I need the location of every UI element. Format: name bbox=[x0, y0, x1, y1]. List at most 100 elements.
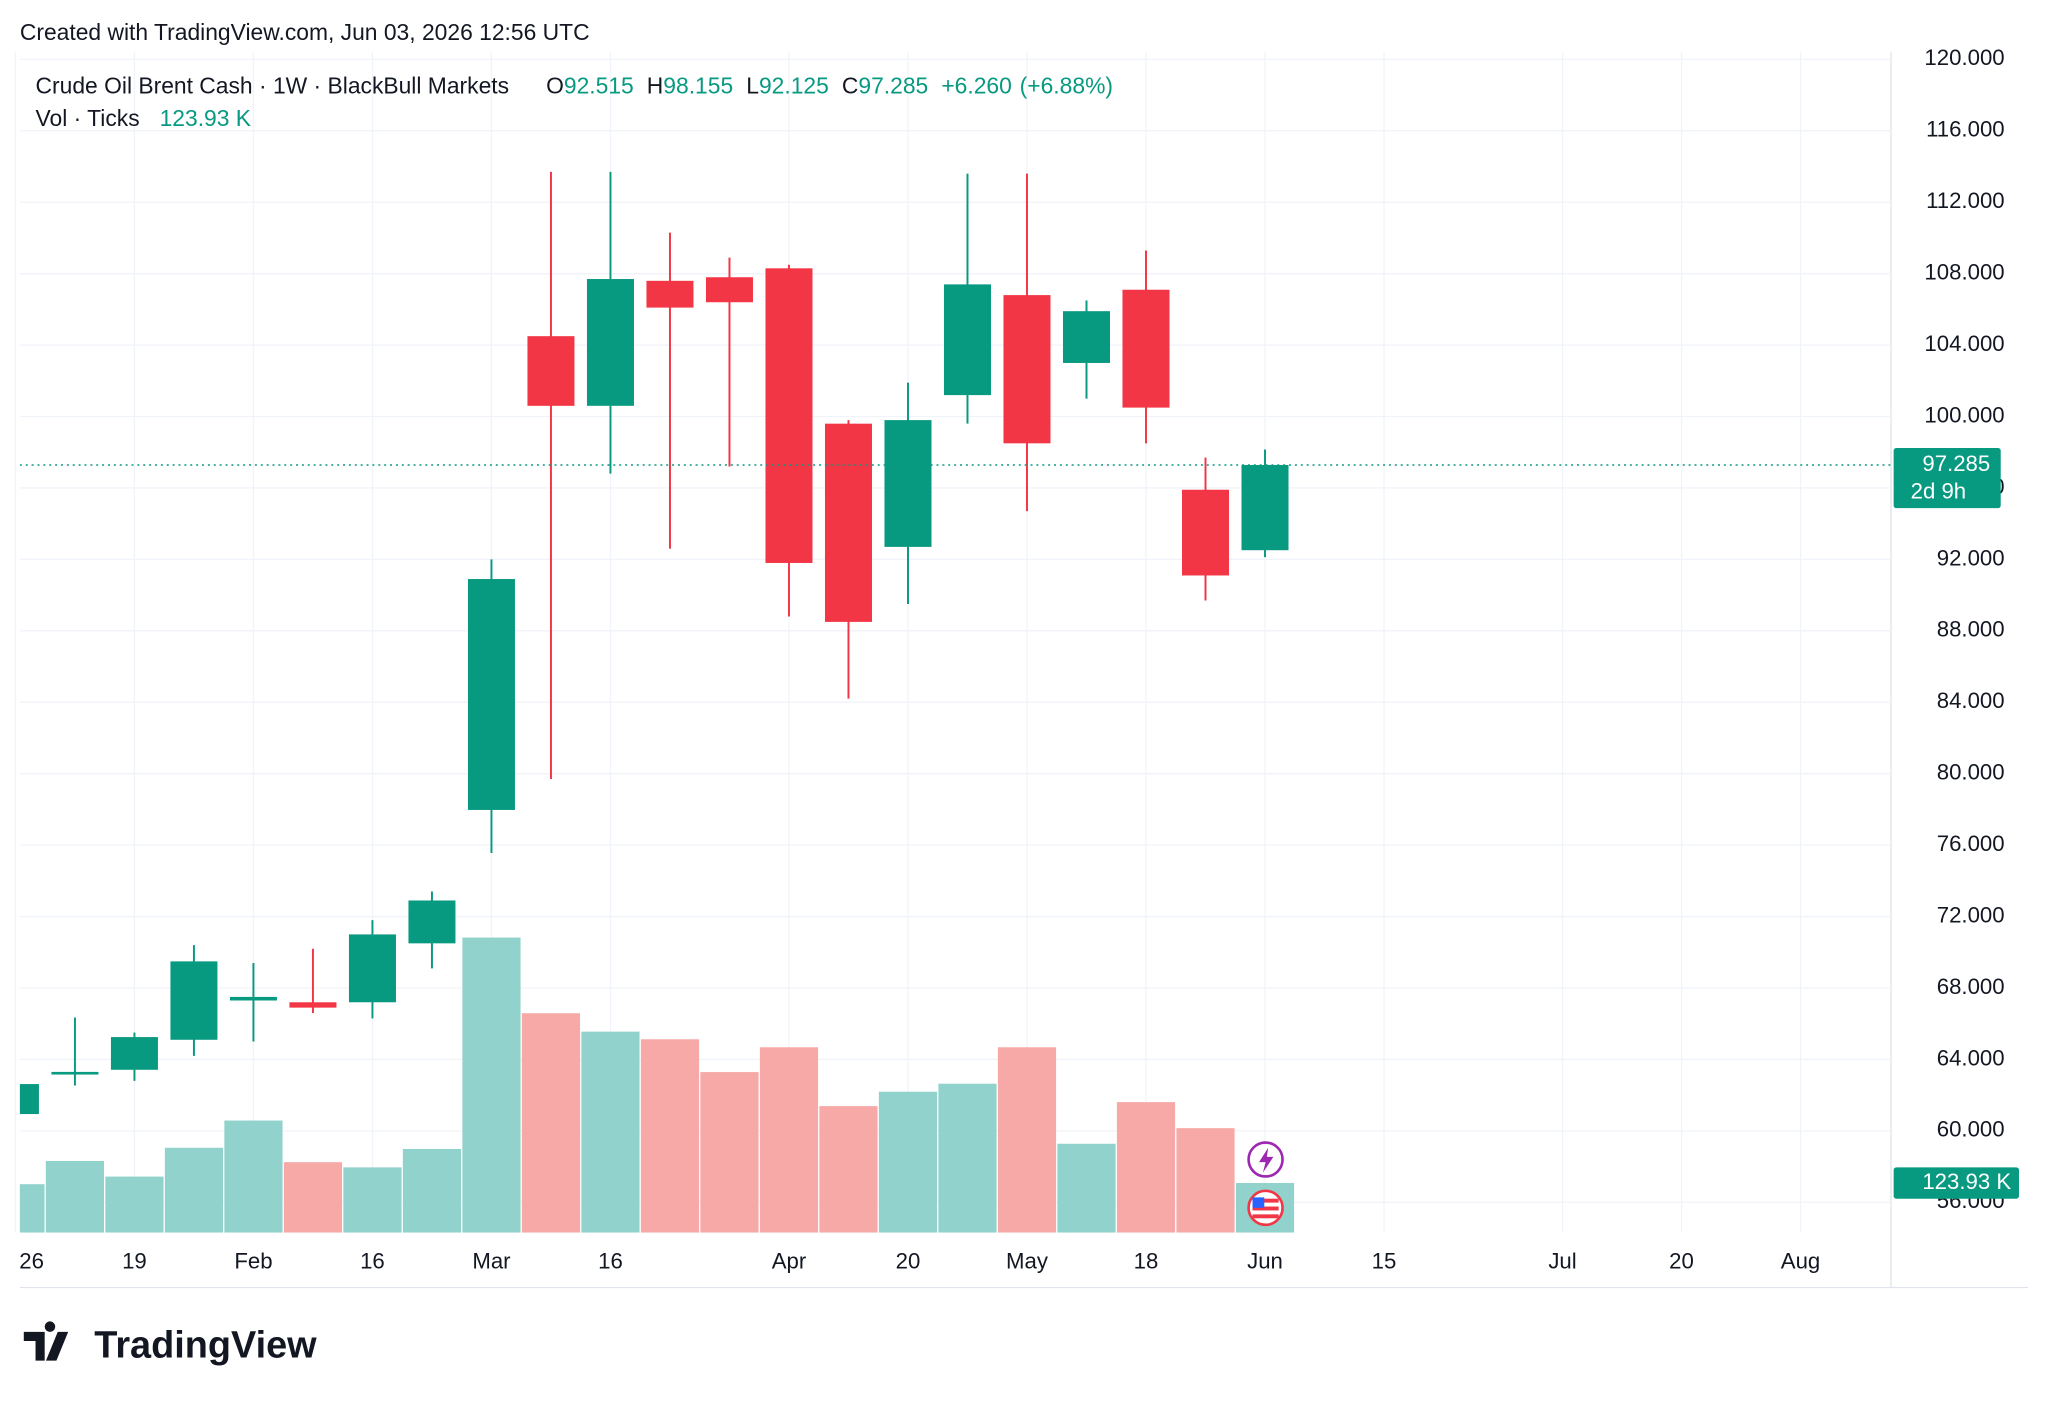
volume-bar bbox=[997, 1047, 1057, 1233]
volume-bar bbox=[819, 1106, 878, 1233]
flag-stripe bbox=[1252, 1198, 1279, 1203]
flag-stripe bbox=[1252, 1206, 1279, 1211]
x-tick-label: Apr bbox=[772, 1249, 807, 1274]
y-tick-label: 64.000 bbox=[1937, 1045, 2005, 1070]
candle-body bbox=[586, 279, 634, 406]
volume-bar bbox=[19, 1184, 45, 1233]
credit: Created with TradingView.com, Jun 03, 20… bbox=[20, 19, 590, 45]
flag-canton bbox=[1252, 1197, 1265, 1208]
y-tick-label: 84.000 bbox=[1937, 688, 2005, 713]
volume-bar bbox=[581, 1031, 640, 1233]
ohlc-label: O bbox=[546, 73, 564, 99]
price-badge bbox=[1893, 448, 2001, 509]
x-tick-label: 16 bbox=[598, 1249, 623, 1274]
candle-body bbox=[51, 1071, 99, 1075]
grid bbox=[14, 52, 1892, 1233]
x-tick-label: 20 bbox=[896, 1249, 921, 1274]
volume-badge bbox=[1893, 1167, 2019, 1199]
volume-bar bbox=[1057, 1143, 1116, 1233]
candle-body bbox=[884, 420, 932, 547]
candle-body bbox=[1241, 465, 1289, 551]
ohlc-value: 92.515 bbox=[564, 73, 634, 99]
volume-bar bbox=[640, 1039, 700, 1233]
y-tick-label: 80.000 bbox=[1937, 760, 2005, 785]
x-tick-label: Feb bbox=[234, 1249, 272, 1274]
candle-body bbox=[824, 423, 872, 622]
x-tick-label: Aug bbox=[1781, 1249, 1820, 1274]
volume-bar bbox=[45, 1160, 105, 1233]
ohlc-label: C bbox=[842, 73, 859, 99]
y-tick-label: 100.000 bbox=[1924, 402, 2004, 427]
x-tick-label: 19 bbox=[122, 1249, 147, 1274]
brand: TradingView bbox=[23, 1321, 317, 1367]
volume-bar bbox=[402, 1148, 462, 1233]
x-tick-label: 20 bbox=[1669, 1249, 1694, 1274]
volume-bar bbox=[1176, 1128, 1235, 1233]
y-tick-label: 116.000 bbox=[1926, 117, 2005, 142]
candle-body bbox=[229, 996, 277, 1001]
volume-bar bbox=[462, 937, 521, 1233]
flag-stripe bbox=[1252, 1214, 1279, 1219]
brand-name: TradingView bbox=[94, 1325, 317, 1367]
candle-body bbox=[348, 934, 396, 1003]
volume-bar bbox=[938, 1083, 997, 1233]
y-tick-label: 88.000 bbox=[1937, 617, 2005, 642]
ohlc-value: 97.285 bbox=[858, 73, 928, 99]
volume-bar bbox=[343, 1167, 402, 1233]
y-tick-label: 76.000 bbox=[1937, 831, 2005, 856]
brand-logo bbox=[23, 1321, 69, 1361]
volume-bar bbox=[521, 1013, 581, 1233]
volume-bar bbox=[283, 1162, 343, 1233]
candle-body bbox=[467, 579, 515, 810]
candle-body bbox=[110, 1037, 158, 1070]
candle-body bbox=[705, 277, 753, 303]
candle-body bbox=[289, 1002, 337, 1008]
x-tick-label: Jul bbox=[1548, 1249, 1576, 1274]
candle-body bbox=[19, 1084, 39, 1115]
volume-bar bbox=[700, 1072, 759, 1233]
candle-body bbox=[170, 961, 218, 1040]
candle-body bbox=[1062, 311, 1110, 363]
y-tick-label: 92.000 bbox=[1937, 545, 2005, 570]
ohlc-label: H bbox=[647, 73, 664, 99]
volume-bar bbox=[224, 1120, 283, 1233]
volume-readout: 123.93 K bbox=[160, 105, 251, 131]
y-tick-label: 108.000 bbox=[1924, 260, 2004, 285]
candle-body bbox=[943, 284, 991, 396]
legend: Crude Oil Brent Cash · 1W · BlackBull Ma… bbox=[36, 73, 1113, 132]
x-tick-label: 15 bbox=[1372, 1249, 1397, 1274]
countdown: 2d 9h bbox=[1911, 478, 1967, 503]
change-pct: (+6.88%) bbox=[1020, 73, 1113, 99]
price-badge-label: 97.285 bbox=[1922, 451, 1990, 476]
event-icon-glyph bbox=[1259, 1147, 1274, 1173]
y-tick-label: 60.000 bbox=[1937, 1117, 2005, 1142]
x-tick-label: Jun bbox=[1247, 1249, 1283, 1274]
candle-body bbox=[1181, 489, 1230, 576]
volume-bar bbox=[164, 1147, 224, 1233]
volume-bar bbox=[878, 1091, 938, 1233]
volume-bar bbox=[1116, 1102, 1176, 1233]
y-tick-label: 120.000 bbox=[1924, 45, 2004, 70]
ohlc-readout: O92.515 H98.155 L92.125 C97.285 +6.260 (+6.88… bbox=[546, 73, 1113, 99]
volume-bar bbox=[759, 1047, 819, 1233]
ohlc-label: L bbox=[746, 73, 759, 99]
candle-body bbox=[1122, 289, 1170, 408]
candle-body bbox=[408, 900, 456, 944]
axes: 56.00060.00064.00068.00072.00076.00080.0… bbox=[19, 45, 2019, 1274]
x-tick-label: 18 bbox=[1134, 1249, 1159, 1274]
candle-body bbox=[1003, 295, 1051, 444]
y-tick-label: 104.000 bbox=[1924, 331, 2004, 356]
y-tick-label: 112.000 bbox=[1926, 188, 2005, 213]
candle-body bbox=[646, 280, 694, 308]
volume-badge-label: 123.93 K bbox=[1922, 1169, 2011, 1194]
volume-name: Vol · Ticks bbox=[36, 105, 140, 131]
chart-title: Crude Oil Brent Cash · 1W · BlackBull Ma… bbox=[36, 73, 510, 99]
y-tick-label: 72.000 bbox=[1937, 902, 2005, 927]
ohlc-value: 92.125 bbox=[759, 73, 829, 99]
plot-area bbox=[19, 171, 1892, 1233]
x-tick-label: 16 bbox=[360, 1249, 385, 1274]
y-tick-label: 68.000 bbox=[1937, 974, 2005, 999]
events bbox=[1247, 1141, 1284, 1227]
